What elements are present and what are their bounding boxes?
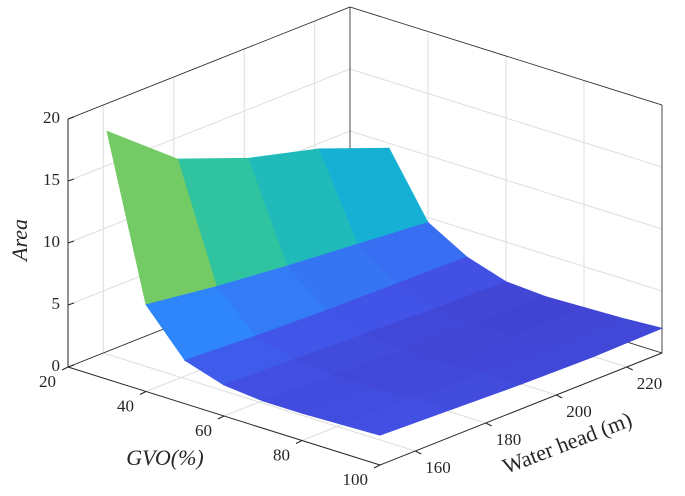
y-tick-label: 160 xyxy=(425,458,451,477)
x-tick-label: 80 xyxy=(273,445,290,464)
y-tick-label: 200 xyxy=(566,402,592,421)
grid-line xyxy=(102,105,416,452)
x-tick xyxy=(139,391,147,395)
z-axis-label: Area xyxy=(7,219,32,263)
y-tick-label: 180 xyxy=(496,430,522,449)
grid-line xyxy=(67,6,663,120)
z-tick xyxy=(67,178,75,182)
y-tick xyxy=(485,422,492,427)
x-tick-label: 60 xyxy=(195,421,212,440)
y-tick xyxy=(556,394,563,399)
y-tick xyxy=(415,450,422,455)
x-tick xyxy=(295,440,303,444)
axis-box xyxy=(67,6,663,368)
x-tick xyxy=(61,366,69,371)
x-tick-label: 100 xyxy=(343,470,369,489)
z-tick-label: 5 xyxy=(52,294,61,313)
z-tick xyxy=(67,116,75,120)
z-tick-label: 0 xyxy=(52,356,61,375)
x-axis-label: GVO(%) xyxy=(126,445,204,470)
surface-patch xyxy=(339,398,452,436)
z-tick xyxy=(67,240,75,244)
x-tick-label: 20 xyxy=(39,372,56,391)
x-tick xyxy=(373,464,381,469)
x-tick xyxy=(217,415,225,420)
z-tick xyxy=(67,364,75,368)
z-tick-label: 10 xyxy=(43,232,60,251)
y-tick xyxy=(626,366,633,371)
z-tick-label: 20 xyxy=(43,108,60,127)
x-tick-label: 40 xyxy=(117,396,134,415)
y-tick-label: 220 xyxy=(637,374,663,393)
z-tick xyxy=(67,302,75,306)
z-tick-label: 15 xyxy=(43,170,60,189)
